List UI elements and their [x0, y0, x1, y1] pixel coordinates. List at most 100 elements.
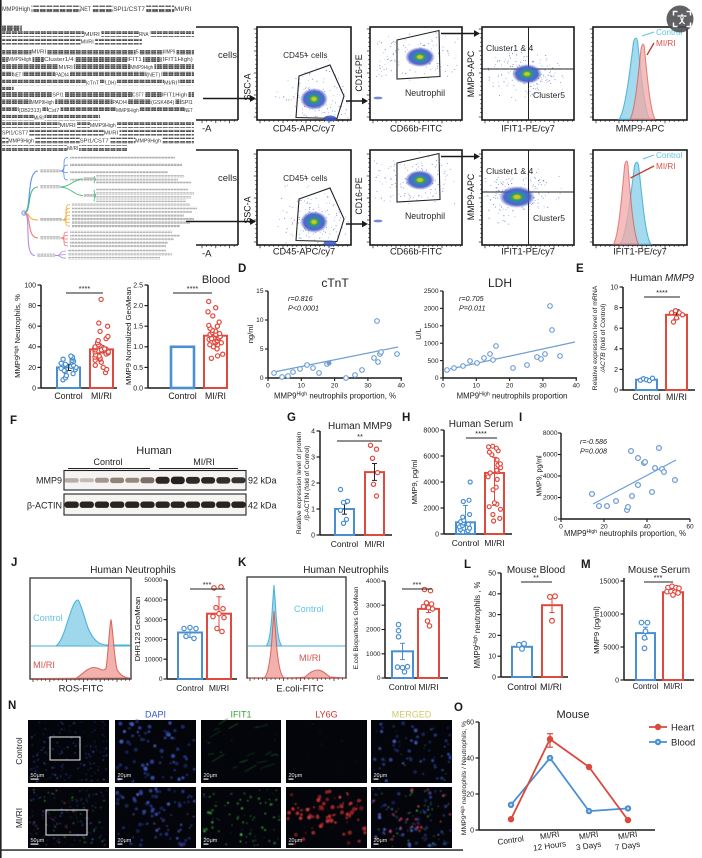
svg-text:β-ACTIN: β-ACTIN — [27, 501, 62, 511]
svg-text:6000: 6000 — [543, 452, 558, 459]
svg-text:1000: 1000 — [366, 651, 381, 658]
svg-text:J: J — [11, 557, 17, 569]
svg-text:Cst7: Cst7 — [48, 108, 59, 114]
svg-text:***: *** — [654, 573, 663, 582]
svg-text:Control: Control — [633, 682, 659, 691]
svg-text:Mouse Serum: Mouse Serum — [628, 565, 690, 576]
svg-text:0: 0 — [435, 531, 439, 538]
svg-text:(cTnT: (cTnT — [86, 80, 100, 86]
svg-text:IFIT1High: IFIT1High — [162, 93, 188, 99]
svg-text:Blood: Blood — [202, 274, 230, 286]
svg-text:****: **** — [475, 429, 487, 438]
svg-text:N: N — [8, 700, 16, 712]
svg-text:Control: Control — [93, 457, 122, 467]
svg-text:2: 2 — [614, 367, 618, 374]
svg-text:0: 0 — [159, 676, 163, 683]
svg-text:+ cells: + cells — [304, 51, 327, 60]
svg-text:40: 40 — [466, 755, 474, 762]
svg-text:3: 3 — [311, 454, 315, 461]
svg-text:MI/RI: MI/RI — [59, 65, 74, 71]
svg-text:MI/RI: MI/RI — [174, 6, 192, 13]
svg-text:Neutrophil: Neutrophil — [405, 211, 445, 221]
svg-text:40: 40 — [643, 524, 651, 531]
svg-text:****: **** — [79, 284, 91, 293]
svg-text:E.coli Bioparticles GeoMean: E.coli Bioparticles GeoMean — [353, 586, 360, 669]
svg-text:r=-0.586: r=-0.586 — [580, 437, 607, 446]
svg-text:O: O — [454, 702, 463, 714]
svg-text:MI/RI: MI/RI — [84, 32, 100, 38]
svg-text:0: 0 — [260, 375, 264, 382]
svg-text:+: + — [304, 51, 307, 57]
svg-text:MI/RI: MI/RI — [209, 683, 229, 693]
svg-text:IFIT1-PE/cy7: IFIT1-PE/cy7 — [501, 247, 555, 257]
svg-text:cells: cells — [218, 173, 237, 184]
svg-text:MI/RI: MI/RI — [33, 660, 55, 670]
svg-text:0: 0 — [441, 383, 445, 390]
svg-text:L: L — [464, 559, 471, 571]
svg-text:2000: 2000 — [423, 505, 439, 512]
svg-text:****: **** — [187, 284, 199, 293]
svg-text:MI/RI: MI/RI — [60, 123, 77, 129]
svg-text:2000: 2000 — [366, 627, 381, 634]
svg-text:MI/RI: MI/RI — [67, 146, 78, 152]
svg-text:3 Days: 3 Days — [575, 840, 601, 852]
svg-text:60: 60 — [466, 719, 474, 726]
svg-text:500: 500 — [427, 358, 438, 365]
svg-text:8000: 8000 — [423, 427, 439, 434]
svg-text:cells: cells — [218, 50, 237, 61]
svg-text:Cluster1/4: Cluster1/4 — [44, 57, 74, 63]
svg-text:MI/RI: MI/RI — [205, 391, 226, 401]
svg-text:20μm: 20μm — [204, 838, 218, 844]
svg-text:Neutrophil: Neutrophil — [405, 88, 445, 98]
svg-text:(GSK484): (GSK484) — [151, 100, 174, 106]
svg-text:20: 20 — [488, 633, 496, 640]
svg-text:MMP9High: MMP9High — [135, 138, 161, 144]
svg-text:(NET): (NET) — [146, 73, 160, 79]
svg-text:1500: 1500 — [424, 323, 439, 330]
svg-text:ROS-FITC: ROS-FITC — [59, 684, 104, 695]
svg-text:100: 100 — [24, 282, 36, 289]
svg-text:SSC-A: SSC-A — [243, 196, 253, 223]
svg-text:4000: 4000 — [366, 578, 381, 585]
svg-text:MI/RI: MI/RI — [666, 392, 687, 402]
svg-text:+ cells: + cells — [304, 174, 327, 183]
svg-text:10000: 10000 — [144, 656, 162, 663]
svg-text:20: 20 — [28, 365, 36, 372]
svg-text:MI/RI: MI/RI — [539, 830, 560, 842]
svg-text:Mouse Blood: Mouse Blood — [507, 565, 565, 576]
svg-text:MI/RI: MI/RI — [193, 457, 215, 467]
svg-text:Control: Control — [452, 538, 480, 548]
svg-text:IFIT1-PE/cy7: IFIT1-PE/cy7 — [501, 124, 555, 134]
svg-text:P<0.0001: P<0.0001 — [288, 304, 319, 313]
svg-text:Blood: Blood — [671, 738, 695, 749]
svg-text:MI/RI: MI/RI — [164, 80, 178, 86]
svg-text:NET: NET — [80, 6, 91, 13]
svg-text:0.0: 0.0 — [133, 385, 143, 392]
svg-text:Cluster1 & 4: Cluster1 & 4 — [486, 166, 534, 176]
svg-text:LY6G: LY6G — [315, 710, 337, 720]
svg-text:CD16-PE: CD16-PE — [354, 54, 364, 91]
svg-text:MMP9 (pg/ml): MMP9 (pg/ml) — [592, 606, 601, 654]
svg-text:0: 0 — [311, 532, 315, 539]
svg-text:8: 8 — [614, 305, 618, 312]
svg-text:r=0.705: r=0.705 — [459, 294, 485, 303]
svg-text:**: ** — [533, 573, 539, 582]
svg-text:Control: Control — [176, 683, 204, 693]
svg-text:30000: 30000 — [144, 617, 162, 624]
svg-text:MMP9High neutrophils proportio: MMP9High neutrophils proportion, % — [274, 392, 396, 401]
svg-text:F: F — [10, 415, 17, 427]
svg-text:MI/RI: MI/RI — [617, 830, 638, 842]
svg-text:MMP9High: MMP9High — [116, 108, 139, 114]
svg-text:6: 6 — [614, 326, 618, 333]
svg-text:MMP9-APC: MMP9-APC — [466, 173, 476, 220]
svg-text:2500: 2500 — [424, 288, 439, 295]
svg-text:MI/RI: MI/RI — [364, 539, 384, 549]
svg-text:CD16-PE: CD16-PE — [354, 177, 364, 214]
svg-text:LDH: LDH — [488, 276, 512, 290]
svg-text:Heart: Heart — [671, 723, 695, 734]
svg-text:Cluster5: Cluster5 — [533, 213, 565, 223]
svg-text:42 kDa: 42 kDa — [248, 501, 277, 511]
svg-text:4: 4 — [311, 428, 315, 435]
svg-text:Control: Control — [656, 151, 683, 160]
svg-text:Human Neutrophils: Human Neutrophils — [303, 565, 389, 576]
